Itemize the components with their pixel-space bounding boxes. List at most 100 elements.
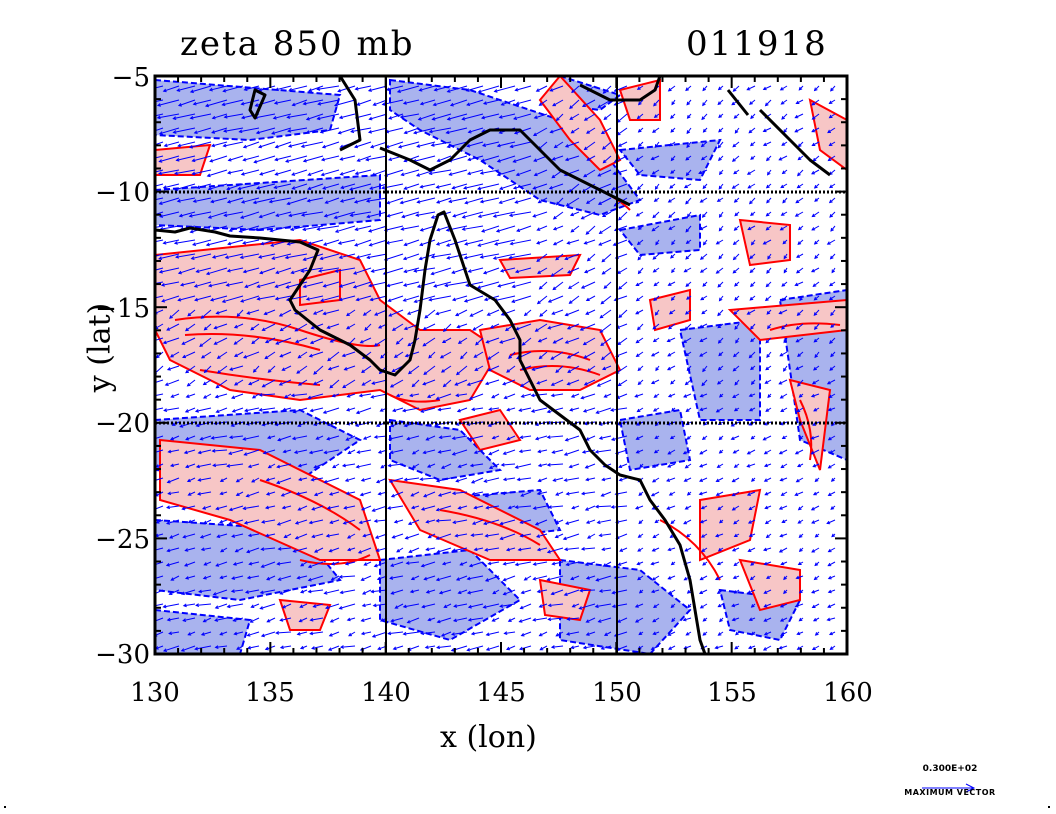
- wind-vector-head: [381, 102, 386, 106]
- wind-vector: [518, 547, 532, 551]
- wind-vector: [635, 197, 644, 204]
- wind-vector-head: [390, 591, 395, 595]
- wind-vector-head: [683, 520, 688, 525]
- wind-vector-head: [316, 87, 321, 91]
- wind-vector-head: [651, 478, 656, 483]
- wind-vector-head: [407, 342, 412, 347]
- wind-vector: [386, 85, 404, 91]
- wind-vector-head: [381, 185, 386, 190]
- wind-vector: [460, 561, 468, 566]
- wind-vector-head: [166, 548, 171, 553]
- wind-vector-head: [370, 394, 375, 399]
- wind-vector-head: [701, 116, 706, 121]
- wind-vector-head: [417, 117, 422, 121]
- wind-vector: [685, 225, 692, 233]
- wind-vector: [340, 197, 356, 203]
- legend-vector-value: 0.300E+02: [922, 764, 978, 774]
- wind-vector-head: [487, 356, 492, 360]
- wind-vector: [374, 561, 388, 567]
- wind-vector: [193, 99, 212, 105]
- wind-vector-head: [782, 199, 786, 204]
- wind-vector-head: [636, 326, 641, 331]
- wind-vector: [519, 449, 532, 453]
- wind-vector-head: [734, 325, 739, 330]
- wind-vector: [603, 281, 612, 289]
- wind-vector: [587, 365, 596, 372]
- wind-vector: [597, 169, 612, 177]
- wind-vector: [353, 281, 372, 288]
- wind-vector-head: [461, 215, 466, 219]
- wind-vector-head: [603, 116, 608, 120]
- wind-vector-head: [508, 255, 513, 260]
- wind-vector-head: [313, 549, 318, 553]
- wind-vector-head: [435, 396, 440, 401]
- wind-vector: [234, 379, 244, 386]
- wind-vector: [519, 617, 532, 623]
- wind-vector: [699, 351, 708, 357]
- wind-vector: [779, 645, 788, 649]
- wind-vector-head: [734, 212, 739, 217]
- wind-vector: [811, 99, 820, 106]
- wind-vector: [436, 197, 452, 204]
- wind-vector-head: [717, 101, 722, 106]
- wind-vector: [796, 407, 804, 413]
- wind-vector-head: [337, 130, 342, 135]
- wind-vector-head: [278, 382, 283, 386]
- wind-vector-head: [488, 451, 493, 456]
- wind-vector-head: [210, 436, 215, 440]
- wind-vector-head: [261, 520, 266, 524]
- wind-vector: [239, 127, 260, 133]
- wind-vector-head: [487, 367, 492, 372]
- wind-vector: [389, 113, 404, 120]
- wind-vector: [224, 113, 244, 118]
- wind-vector: [187, 379, 196, 387]
- wind-vector-head: [601, 213, 606, 217]
- wind-vector-head: [506, 646, 510, 651]
- wind-vector-head: [472, 327, 477, 331]
- wind-vector-head: [565, 202, 570, 207]
- wind-vector-head: [307, 589, 312, 594]
- wind-vector-head: [715, 478, 720, 482]
- wind-vector: [157, 113, 180, 119]
- wind-vector: [243, 351, 260, 359]
- wind-vector-head: [687, 213, 691, 218]
- wind-vector: [294, 449, 308, 454]
- wind-vector: [537, 547, 548, 551]
- wind-vector-head: [532, 576, 537, 581]
- wind-vector: [747, 463, 756, 468]
- wind-vector: [499, 337, 516, 344]
- wind-vector-head: [748, 422, 753, 426]
- wind-vector-head: [796, 184, 801, 189]
- wind-vector: [651, 645, 660, 650]
- wind-vector: [254, 113, 276, 119]
- wind-vector: [310, 617, 324, 621]
- wind-vector-head: [829, 255, 834, 260]
- wind-vector: [702, 211, 708, 218]
- wind-vector-head: [718, 114, 722, 119]
- wind-vector: [538, 477, 548, 482]
- wind-vector-head: [207, 215, 212, 219]
- wind-vector: [488, 365, 500, 372]
- wind-vector: [538, 197, 548, 204]
- wind-vector-head: [211, 255, 216, 259]
- wind-vector-head: [637, 381, 642, 386]
- wind-vector: [652, 253, 660, 260]
- wind-vector-head: [505, 547, 511, 552]
- wind-vector-head: [532, 132, 537, 136]
- wind-vector-head: [203, 326, 208, 331]
- wind-vector-head: [635, 297, 640, 302]
- wind-vector-head: [254, 103, 259, 107]
- wind-vector-head: [670, 297, 675, 301]
- wind-vector-head: [468, 437, 473, 441]
- wind-vector: [294, 323, 308, 332]
- wind-vector-head: [435, 478, 440, 483]
- wind-vector-head: [515, 101, 520, 106]
- wind-vector-head: [290, 393, 295, 398]
- wind-vector: [536, 253, 548, 262]
- wind-vector-head: [700, 534, 705, 538]
- wind-vector: [571, 393, 580, 398]
- wind-vector: [618, 281, 628, 290]
- wind-vector: [455, 309, 468, 316]
- wind-vector-head: [512, 159, 517, 163]
- wind-vector: [531, 393, 548, 397]
